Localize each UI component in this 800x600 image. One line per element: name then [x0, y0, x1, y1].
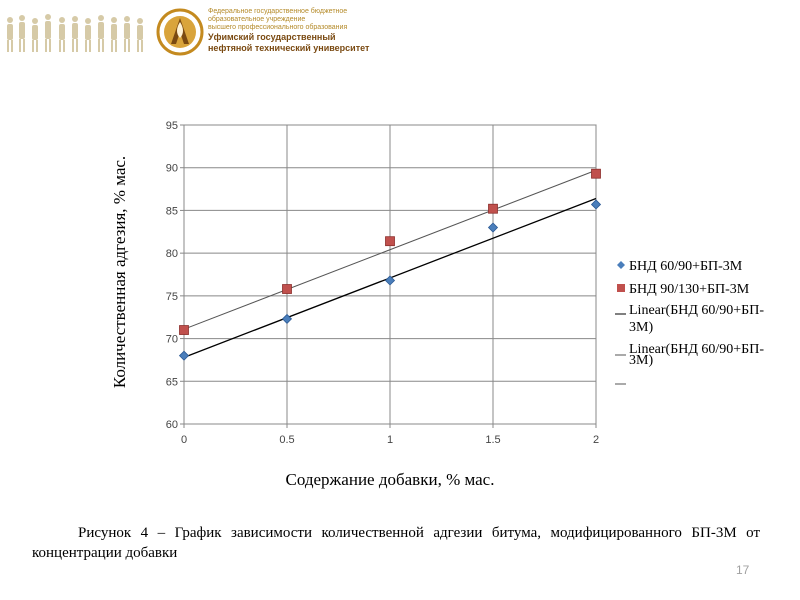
y-tick-label: 85: [166, 205, 178, 217]
legend-label: Linear(БНД 60/90+БП-: [629, 303, 764, 318]
y-tick-label: 70: [166, 334, 178, 346]
org-name-small: Федеральное государственное бюджетное об…: [208, 8, 428, 32]
y-tick-label: 80: [166, 248, 178, 260]
page-number: 17: [736, 563, 750, 577]
data-point-series-1: [591, 168, 601, 179]
data-point-series-0: [590, 199, 602, 210]
trendline-1: [183, 169, 597, 330]
y-tick-label: 65: [166, 376, 178, 388]
y-tick-label: 90: [166, 163, 178, 175]
org-line: нефтяной технический университет: [208, 43, 370, 53]
x-axis-label: Содержание добавки, % мас.: [286, 470, 495, 489]
legend-label: Linear(БНД 60/90+БП-: [629, 342, 764, 357]
legend-label: 3М): [629, 320, 653, 335]
y-axis-label: Количественная адгезия, % мас.: [110, 156, 129, 388]
data-point-series-0: [487, 222, 499, 233]
y-tick-label: 60: [166, 419, 178, 431]
legend-marker-diamond: [617, 261, 625, 269]
data-point-series-1: [488, 203, 498, 214]
org-line: образовательное учреждение: [208, 16, 306, 23]
chart-legend: БНД 60/90+БП-3М БНД 90/130+БП-3М Linear(БН…: [615, 259, 764, 385]
x-tick-label: 1.5: [485, 434, 500, 446]
legend-marker-square: [617, 284, 625, 292]
university-emblem-icon: [156, 8, 204, 56]
x-tick-label: 0.5: [279, 434, 294, 446]
org-line: высшего профессионального образования: [208, 24, 348, 31]
data-point-series-1: [282, 284, 292, 294]
adhesion-chart: 60 65 70 75 80 85 90 95 0 0.5 1 1.5 2 Содержание доб…: [110, 120, 764, 489]
x-tick-label: 0: [181, 434, 187, 446]
org-line: Федеральное государственное бюджетное: [208, 8, 348, 15]
legend-label: БНД 90/130+БП-3М: [629, 282, 750, 297]
data-point-series-0: [178, 350, 190, 361]
figure-caption: Рисунок 4 – График зависимости количеств…: [32, 525, 760, 561]
data-point-series-1: [385, 236, 395, 247]
y-tick-label: 75: [166, 291, 178, 303]
chart-grid: [180, 124, 597, 428]
org-name-big: Уфимский государственный нефтяной технич…: [208, 32, 448, 54]
x-tick-label: 2: [593, 434, 599, 446]
data-point-series-0: [281, 313, 293, 324]
data-point-series-0: [384, 275, 396, 286]
x-tick-label: 1: [387, 434, 393, 446]
org-line: Уфимский государственный: [208, 32, 336, 42]
slide-header: Федеральное государственное бюджетное об…: [0, 0, 800, 62]
legend-label: БНД 60/90+БП-3М: [629, 259, 743, 274]
y-tick-label: 95: [166, 120, 178, 132]
chart-points: [178, 168, 602, 361]
legend-label: 3М): [629, 353, 653, 368]
chart-tick-labels: 60 65 70 75 80 85 90 95 0 0.5 1 1.5 2: [166, 120, 599, 446]
data-point-series-1: [179, 325, 189, 335]
people-silhouettes-icon: [7, 14, 143, 52]
